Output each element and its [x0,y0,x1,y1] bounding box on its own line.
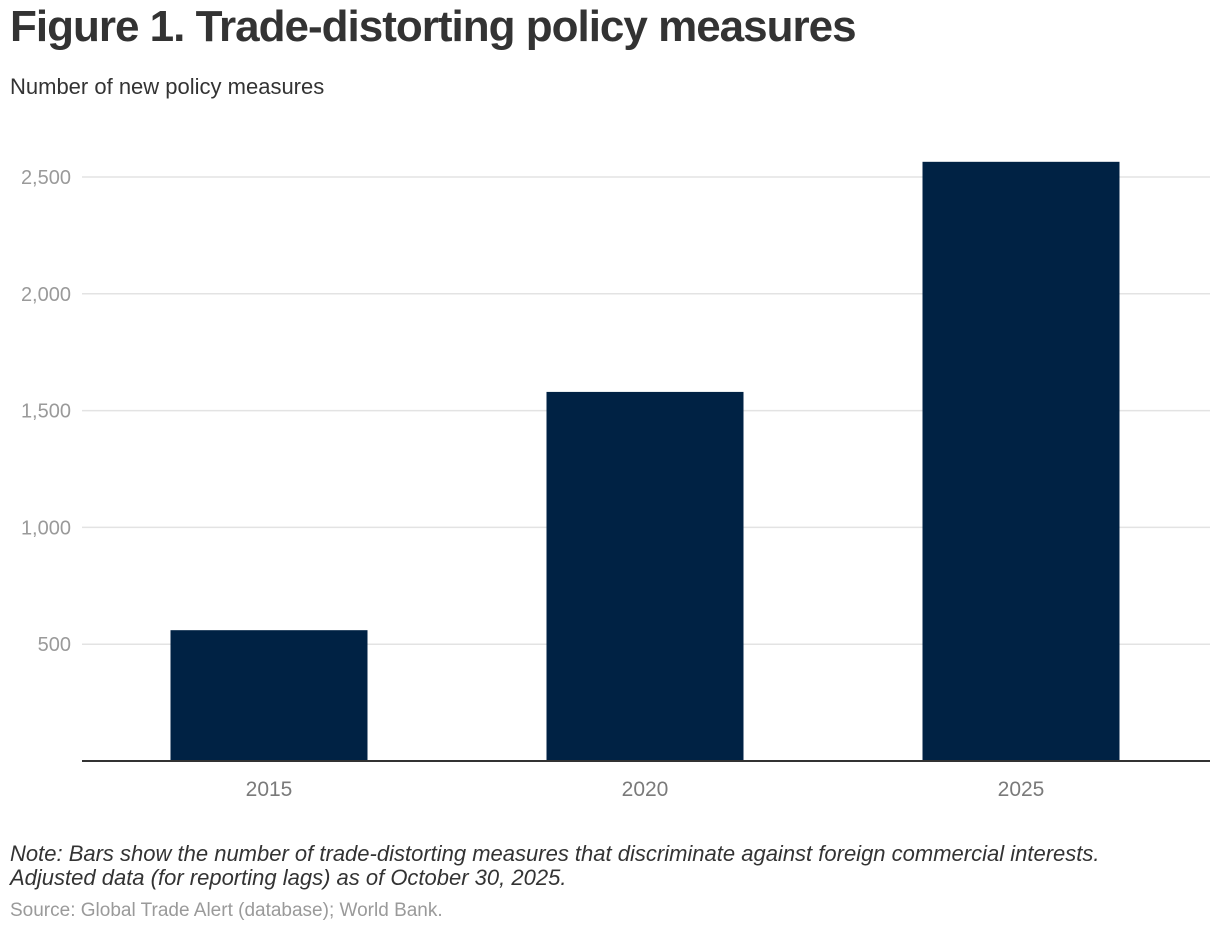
bar-2015 [170,630,368,761]
y-tick-label: 1,500 [21,401,71,423]
x-tick-label: 2015 [246,778,293,801]
chart-subtitle: Number of new policy measures [10,74,325,99]
chart-title: Figure 1. Trade-distorting policy measur… [10,2,857,51]
y-tick-label: 2,500 [21,167,71,189]
y-tick-label: 2,000 [21,284,71,306]
y-tick-label: 500 [38,634,71,656]
note-line-2: Adjusted data (for reporting lags) as of… [10,865,567,890]
bar-chart: 500 1,000 1,500 2,000 2,500 2015 2020 2025 [21,161,1210,801]
y-axis-ticks: 500 1,000 1,500 2,000 2,500 [21,167,71,656]
bar-2020 [546,391,744,761]
note-line-1: Note: Bars show the number of trade-dist… [10,841,1100,866]
chart-note: Note: Bars show the number of trade-dist… [10,842,1215,890]
x-axis-ticks: 2015 2020 2025 [246,778,1045,801]
bar-2025 [922,161,1120,761]
chart-source: Source: Global Trade Alert (database); W… [10,900,443,921]
x-tick-label: 2025 [998,778,1045,801]
y-tick-label: 1,000 [21,517,71,539]
x-tick-label: 2020 [622,778,669,801]
bars [170,161,1120,761]
